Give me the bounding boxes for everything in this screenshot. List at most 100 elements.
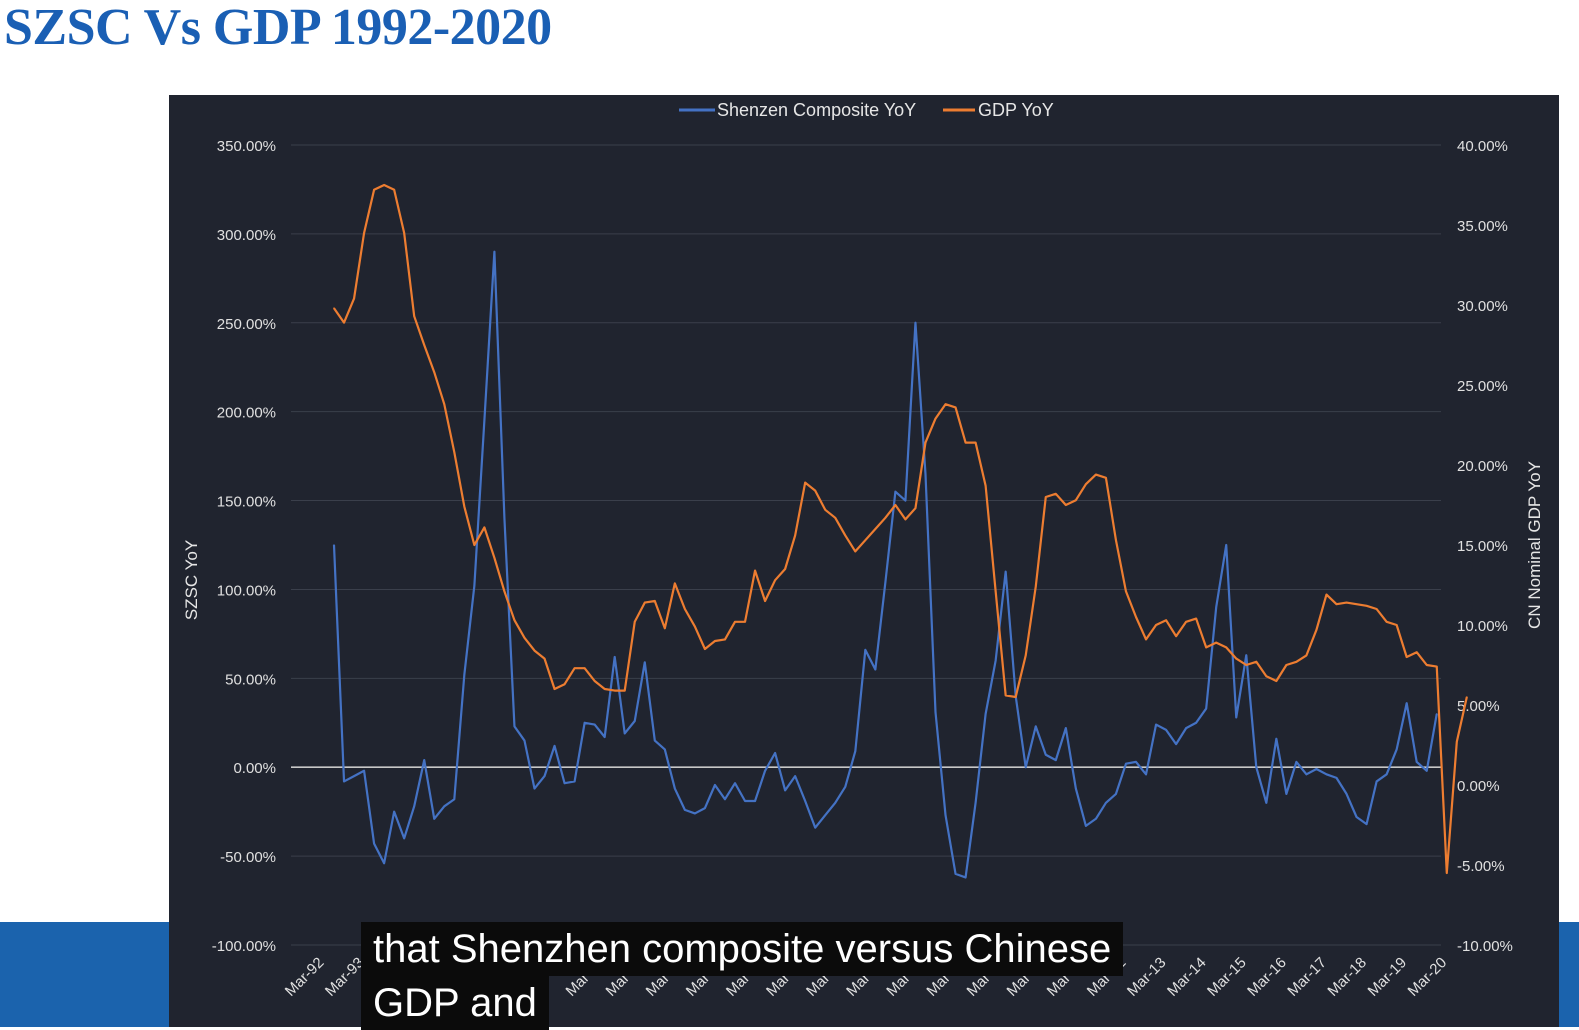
data-point-gdp: [343, 321, 345, 324]
data-point-gdp: [934, 417, 937, 420]
data-point-szsc: [964, 876, 967, 879]
data-point-gdp: [1044, 496, 1047, 498]
data-point-szsc: [1195, 721, 1197, 724]
data-point-szsc: [623, 732, 626, 735]
data-point-gdp: [463, 505, 466, 508]
x-tick-label: Mar-92: [282, 954, 328, 1000]
data-point-gdp: [1335, 603, 1338, 605]
data-point-szsc: [1004, 570, 1007, 573]
data-point-szsc: [633, 720, 636, 722]
data-point-szsc: [1105, 801, 1107, 804]
data-point-szsc: [1235, 716, 1238, 719]
data-point-gdp: [1445, 872, 1448, 874]
data-point-gdp: [1365, 605, 1368, 607]
y-axis-left-label: SZSC YoY: [182, 540, 201, 620]
data-point-gdp: [904, 518, 907, 521]
data-point-szsc: [1024, 766, 1027, 769]
x-tick-label: Mar-18: [1324, 954, 1370, 1000]
series-line-szsc: [332, 250, 1438, 879]
data-point-gdp: [1165, 619, 1167, 621]
y-right-tick-label: -5.00%: [1457, 858, 1505, 875]
data-point-gdp: [894, 504, 897, 506]
x-tick-label: Mar-16: [1244, 954, 1290, 1000]
data-point-gdp: [1325, 593, 1328, 596]
data-point-gdp: [1125, 590, 1127, 593]
data-point-gdp: [1425, 664, 1428, 666]
data-point-gdp: [824, 509, 827, 511]
data-point-szsc: [1175, 743, 1177, 745]
y-right-tick-label: 25.00%: [1457, 378, 1508, 395]
data-point-szsc: [1325, 773, 1328, 776]
data-point-gdp: [1355, 603, 1358, 605]
data-point-szsc: [1075, 787, 1077, 790]
data-point-gdp: [814, 489, 816, 492]
data-point-gdp: [1175, 635, 1177, 637]
y-left-tick-label: 350.00%: [217, 138, 276, 155]
data-point-szsc: [1355, 816, 1358, 818]
data-point-szsc: [704, 807, 706, 809]
y-right-tick-label: 10.00%: [1457, 618, 1508, 635]
data-point-gdp: [1466, 696, 1468, 698]
data-point-szsc: [443, 805, 446, 808]
data-point-gdp: [724, 638, 726, 641]
data-point-szsc: [884, 581, 887, 584]
data-point-szsc: [734, 782, 736, 785]
data-point-szsc: [674, 787, 676, 790]
data-point-gdp: [1105, 477, 1107, 479]
data-point-gdp: [1205, 646, 1207, 649]
data-point-gdp: [513, 619, 516, 621]
data-point-szsc: [654, 739, 656, 742]
data-point-gdp: [714, 640, 716, 642]
data-point-gdp: [493, 557, 496, 559]
data-point-szsc: [1034, 725, 1037, 728]
data-point-szsc: [1345, 793, 1348, 795]
data-point-gdp: [1024, 654, 1027, 657]
data-point-gdp: [473, 544, 476, 546]
data-point-gdp: [563, 683, 566, 685]
data-point-szsc: [874, 668, 877, 671]
data-point-gdp: [674, 582, 676, 585]
data-point-szsc: [613, 656, 616, 658]
data-point-gdp: [754, 569, 756, 572]
data-point-szsc: [1415, 761, 1418, 763]
data-point-gdp: [1456, 741, 1458, 743]
data-point-szsc: [1245, 654, 1248, 657]
data-point-szsc: [984, 713, 987, 715]
y-right-tick-label: 15.00%: [1457, 538, 1508, 555]
y-left-tick-label: 300.00%: [217, 227, 276, 244]
data-point-szsc: [413, 805, 415, 808]
data-point-gdp: [854, 550, 857, 553]
chart-svg: -100.00% -50.00% 0.00% 50.00% 100.00% 150.00%…: [182, 100, 1544, 1000]
data-point-gdp: [914, 507, 917, 510]
data-point-szsc: [1425, 769, 1428, 772]
data-point-gdp: [1185, 621, 1187, 623]
data-point-szsc: [1285, 793, 1288, 795]
data-point-szsc: [333, 544, 335, 546]
data-point-gdp: [1075, 499, 1077, 502]
x-tick-label: Mar-13: [1124, 954, 1170, 1000]
data-point-gdp: [774, 579, 776, 581]
x-tick-label: Mar-17: [1284, 954, 1330, 1000]
data-point-gdp: [764, 600, 766, 602]
data-point-szsc: [523, 739, 526, 742]
data-point-gdp: [974, 441, 977, 444]
y-left-tick-label: -50.00%: [220, 849, 276, 866]
data-point-szsc: [934, 711, 937, 713]
data-point-szsc: [383, 862, 385, 865]
data-point-gdp: [1395, 624, 1398, 626]
data-point-gdp: [1265, 675, 1268, 677]
data-point-gdp: [1085, 483, 1087, 486]
data-point-gdp: [1255, 661, 1258, 663]
data-point-gdp: [393, 189, 395, 191]
data-point-gdp: [403, 232, 405, 234]
y-axis-right-label: CN Nominal GDP YoY: [1525, 461, 1544, 629]
data-point-szsc: [1215, 606, 1217, 609]
data-point-szsc: [1044, 753, 1047, 756]
data-point-gdp: [1235, 657, 1238, 660]
data-point-szsc: [1315, 768, 1318, 770]
data-point-szsc: [563, 782, 566, 785]
subtitle-caption-line-1: that Shenzhen composite versus Chinese: [361, 922, 1124, 976]
data-point-szsc: [513, 725, 516, 728]
data-point-gdp: [1034, 585, 1037, 588]
data-point-gdp: [1004, 694, 1007, 697]
